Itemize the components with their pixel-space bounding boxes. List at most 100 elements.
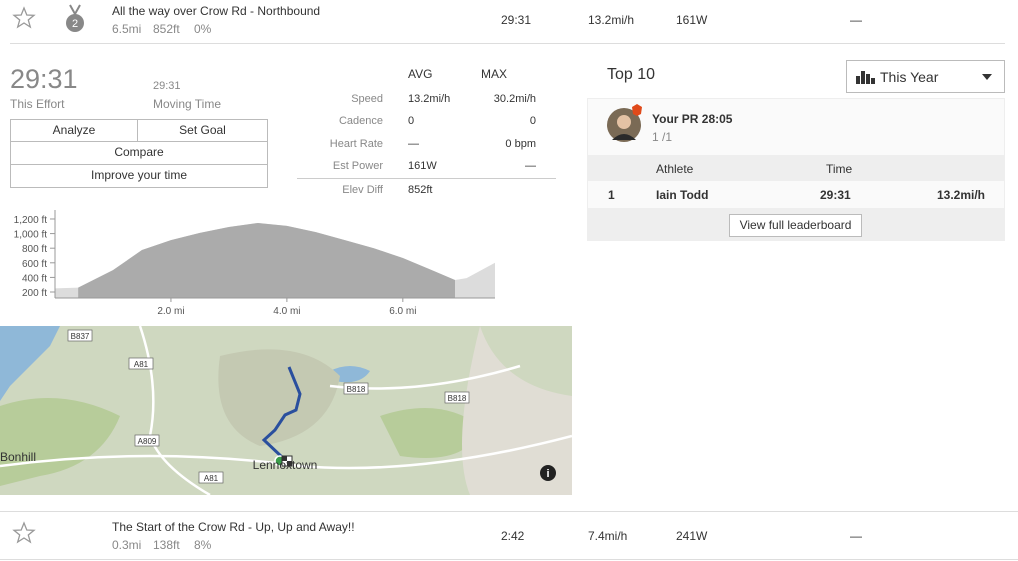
star-icon[interactable] [12,6,36,30]
set-goal-button[interactable]: Set Goal [137,119,268,142]
pr-text: Your PR 28:05 [652,112,733,126]
road-sign [198,471,224,484]
athlete-time: 29:31 [820,188,851,202]
elevation-chart: 200 ft 400 ft 600 ft 800 ft 1,000 ft 1,200 ft… [14,210,495,317]
route-finish [282,456,292,466]
y-tick-label: 400 ft [22,273,47,284]
place-label: Lennoxtown [253,458,318,472]
segment-time: 29:31 [501,13,532,27]
compare-button[interactable]: Compare [10,141,268,165]
filter-dropdown[interactable]: This Year [846,60,1005,93]
y-tick-label: 1,200 ft [14,215,48,226]
x-tick-label: 2.0 mi [157,306,184,317]
stat-label: Heart Rate [329,138,383,150]
effort-time: 29:31 [10,64,78,94]
stat-max: 0 bpm [505,138,536,150]
x-tick-label: 6.0 mi [389,306,416,317]
column-header: Time [826,162,853,176]
divider [0,559,1018,560]
road-label: B818 [448,394,467,403]
woods [0,398,120,486]
segment-elevation: 852ft [153,22,180,36]
pr-box [588,99,1004,155]
dropdown-arrow [982,74,992,80]
road-label: A81 [134,360,149,369]
stat-max: 0 [529,115,536,127]
medal-rank: 2 [72,18,78,30]
road-label: B818 [347,385,366,394]
segment-grade: 8% [194,538,212,552]
rank: 1 [608,188,615,202]
road-sign [67,329,93,342]
athlete-speed: 13.2mi/h [936,188,985,202]
moving-time: 29:31 [153,80,181,92]
segment-power: 161W [676,13,708,27]
town [462,326,572,495]
divider [297,178,556,179]
divider [10,43,1005,44]
stat-avg: 13.2mi/h [408,93,451,105]
y-tick-label: 1,000 ft [14,230,48,241]
info-icon[interactable] [540,465,556,481]
road-sign [343,382,369,395]
leaderboard-row[interactable] [588,181,1004,208]
segment-title[interactable]: All the way over Crow Rd - Northbound [112,4,321,18]
segment-speed: 13.2mi/h [588,13,635,27]
road-sign [128,357,154,370]
road-sign [444,391,470,404]
elevation-area [78,222,455,298]
place-label: Bonhill [0,450,36,464]
avatar[interactable] [606,102,646,144]
view-leaderboard-button[interactable]: View full leaderboard [729,214,862,237]
hills [218,349,340,446]
y-tick-label: 200 ft [22,288,47,299]
woods [380,408,480,458]
chart-icon [856,71,875,84]
divider [0,511,1018,512]
stats-header: MAX [481,67,508,81]
reservoir [330,366,370,383]
improve-button[interactable]: Improve your time [10,164,268,188]
stats-header: AVG [408,67,433,81]
star-icon[interactable] [12,521,36,545]
info-icon: i [546,468,549,480]
segment-title[interactable]: The Start of the Crow Rd - Up, Up and Aw… [112,520,355,534]
road [0,434,572,470]
leaderboard-title: Top 10 [607,66,656,83]
stat-label: Speed [351,93,383,105]
stat-label: Cadence [338,115,383,127]
athlete-name[interactable]: Iain Todd [656,188,709,202]
segment-distance: 6.5mi [112,22,142,36]
stat-avg: 161W [408,160,437,172]
stat-max: 30.2mi/h [493,93,536,105]
segment-time: 2:42 [501,529,525,543]
road-label: A81 [204,474,219,483]
route [261,366,302,460]
stat-avg: 0 [408,115,415,127]
stat-avg: 852ft [408,184,433,196]
loch [0,326,60,401]
segment-grade: 0% [194,22,212,36]
analyze-button[interactable]: Analyze [10,119,138,142]
filter-label: This Year [880,69,939,85]
y-tick-label: 600 ft [22,259,47,270]
stat-avg: — [408,138,419,150]
segment-power: 241W [676,529,708,543]
effort-time-label: This Effort [10,97,65,111]
column-header: Athlete [656,162,694,176]
road-label: A809 [138,437,157,446]
stat-label: Elev Diff [342,184,383,196]
segment-hr: — [850,529,862,543]
y-tick-label: 800 ft [22,244,47,255]
medal-icon: 2 [66,4,84,32]
stat-max: — [525,160,536,172]
x-tick-label: 4.0 mi [273,306,300,317]
map[interactable]: i B837 A81 B818 B818 A809 Bonhill A81 Lennoxtow… [0,326,572,495]
road-sign [134,434,160,447]
segment-distance: 0.3mi [112,538,142,552]
moving-time-label: Moving Time [153,97,222,111]
segment-elevation: 138ft [153,538,180,552]
segment-speed: 7.4mi/h [588,529,628,543]
segment-hr: — [850,13,862,27]
